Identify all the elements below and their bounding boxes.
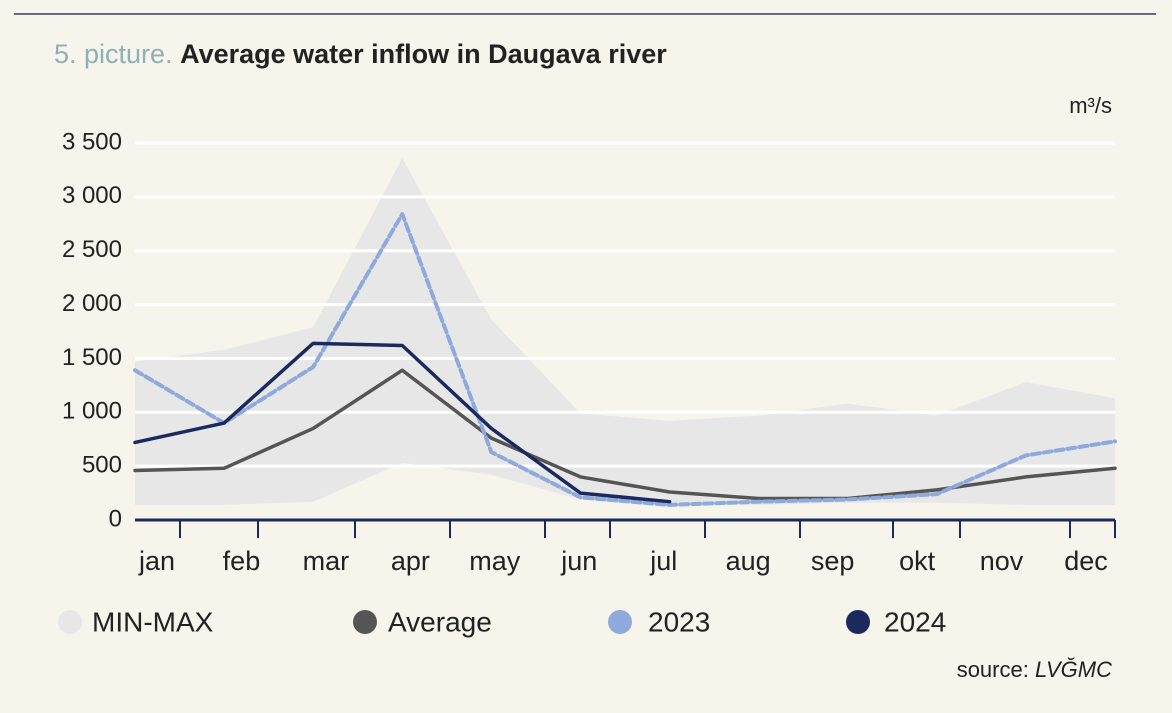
x-tick-label: may bbox=[469, 546, 521, 576]
unit-label: m³/s bbox=[1069, 93, 1112, 118]
y-tick-label: 1 500 bbox=[62, 344, 122, 371]
x-tick-label: jan bbox=[138, 546, 175, 576]
x-tick-label: feb bbox=[223, 546, 261, 576]
chart-title: 5. picture. Average water inflow in Daug… bbox=[54, 39, 667, 69]
y-tick-label: 1 000 bbox=[62, 398, 122, 425]
y-tick-label: 500 bbox=[82, 451, 122, 478]
x-tick-label: dec bbox=[1064, 546, 1108, 576]
legend-marker bbox=[608, 610, 632, 634]
legend-label: Average bbox=[388, 606, 492, 637]
legend-label: MIN-MAX bbox=[92, 606, 214, 637]
source-name: LVĞMC bbox=[1035, 657, 1112, 682]
source: source: LVĞMC bbox=[957, 657, 1112, 682]
min-max-band bbox=[135, 158, 1115, 505]
y-tick-label: 3 500 bbox=[62, 128, 122, 155]
legend-marker bbox=[58, 610, 82, 634]
legend-marker bbox=[353, 610, 377, 634]
x-tick-label: sep bbox=[811, 546, 855, 576]
x-tick-label: jun bbox=[560, 546, 597, 576]
y-tick-label: 2 000 bbox=[62, 290, 122, 317]
y-tick-label: 0 bbox=[109, 505, 122, 532]
title-prefix: 5. picture. bbox=[54, 39, 173, 69]
legend-label: 2023 bbox=[648, 606, 710, 637]
x-tick-label: okt bbox=[899, 546, 936, 576]
x-tick-label: apr bbox=[391, 546, 430, 576]
source-label: source: bbox=[957, 657, 1029, 682]
series-line bbox=[133, 212, 1117, 507]
legend-label: 2024 bbox=[884, 606, 946, 637]
title-text: Average water inflow in Daugava river bbox=[180, 39, 667, 69]
x-tick-label: aug bbox=[726, 546, 771, 576]
y-tick-label: 3 000 bbox=[62, 182, 122, 209]
series-line bbox=[133, 341, 672, 504]
x-tick-label: nov bbox=[980, 546, 1024, 576]
x-tick-label: mar bbox=[303, 546, 350, 576]
x-tick-label: jul bbox=[649, 546, 677, 576]
y-tick-label: 2 500 bbox=[62, 236, 122, 263]
legend-marker bbox=[846, 610, 870, 634]
